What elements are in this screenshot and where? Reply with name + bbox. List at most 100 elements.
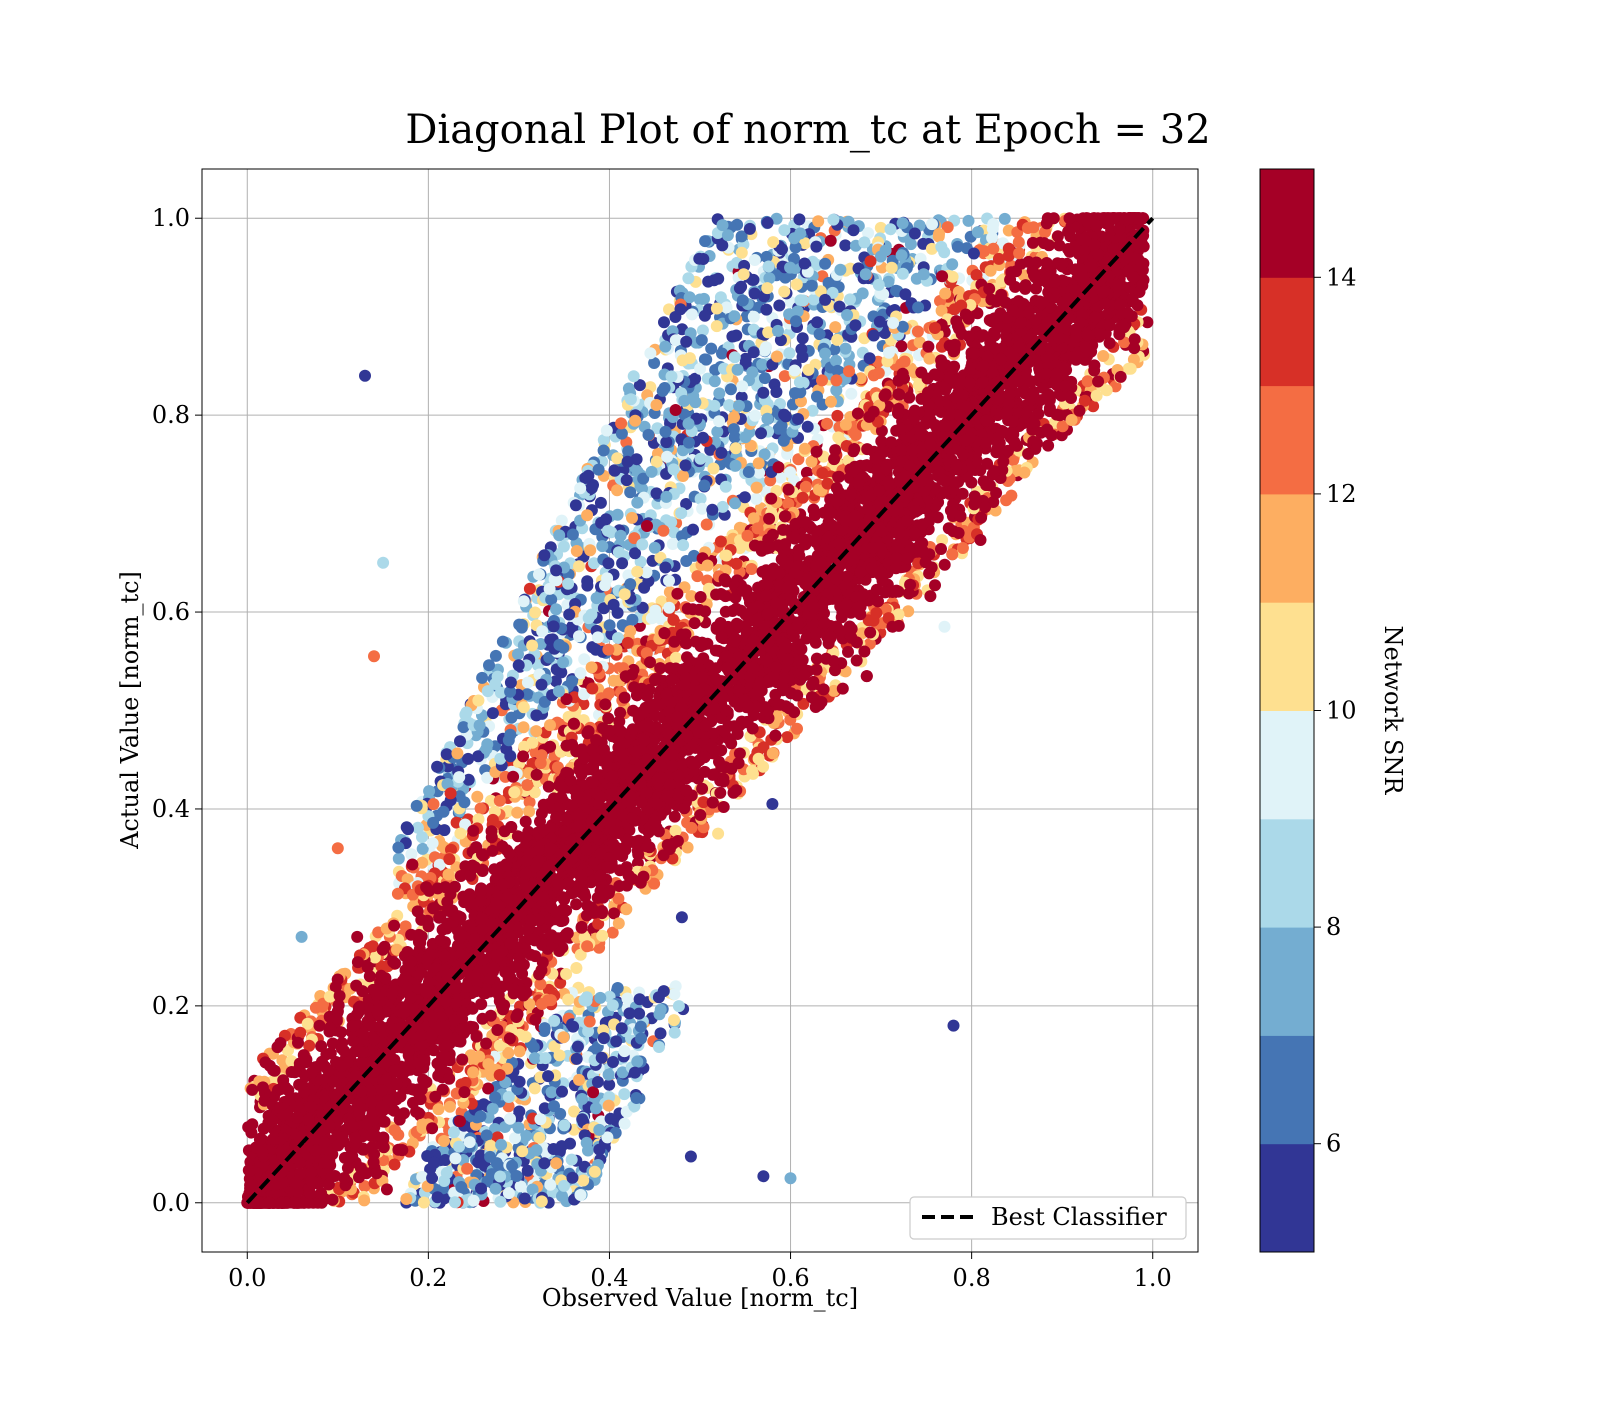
data-point [482, 1058, 494, 1070]
data-point [1082, 375, 1094, 387]
data-point [487, 814, 499, 826]
data-point [619, 1045, 631, 1057]
data-point [631, 566, 643, 578]
data-point [570, 962, 582, 974]
data-point [619, 1118, 631, 1130]
data-point [586, 609, 598, 621]
data-point [574, 482, 586, 494]
data-point [761, 413, 773, 425]
data-point [972, 226, 984, 238]
data-point [451, 747, 463, 759]
data-point [830, 355, 842, 367]
data-point [738, 268, 750, 280]
data-point [819, 348, 831, 360]
data-point [728, 411, 740, 423]
data-point [556, 1086, 568, 1098]
data-point [567, 1021, 579, 1033]
data-point [494, 753, 506, 765]
data-point [468, 1195, 480, 1207]
data-point [834, 264, 846, 276]
data-point [736, 380, 748, 392]
data-point [518, 721, 530, 733]
data-point [596, 930, 608, 942]
data-point [485, 1140, 497, 1152]
data-point [742, 530, 754, 542]
data-point [441, 748, 453, 760]
data-point [845, 388, 857, 400]
chart-title: Diagonal Plot of norm_tc at Epoch = 32 [405, 107, 1210, 153]
data-point [455, 1181, 467, 1193]
data-point [699, 235, 711, 247]
data-point [643, 429, 655, 441]
data-point [912, 301, 924, 313]
data-point [556, 1190, 568, 1202]
data-point [602, 644, 614, 656]
data-point [725, 383, 737, 395]
data-point [699, 310, 711, 322]
data-point [475, 1110, 487, 1122]
data-point [697, 432, 709, 444]
data-point [413, 1107, 425, 1119]
data-point [963, 215, 975, 227]
data-point [848, 224, 860, 236]
data-point [708, 463, 720, 475]
data-point [495, 1139, 507, 1151]
data-point [518, 701, 530, 713]
data-point [1000, 494, 1012, 506]
data-point [594, 992, 606, 1004]
data-point [592, 631, 604, 643]
data-point [1079, 395, 1091, 407]
data-point [752, 522, 764, 534]
data-point [558, 1119, 570, 1131]
data-point [999, 213, 1011, 225]
data-point [711, 320, 723, 332]
data-point [852, 408, 864, 420]
data-point [660, 426, 672, 438]
data-point [830, 374, 842, 386]
data-point [800, 481, 812, 493]
data-point [521, 779, 533, 791]
data-point [683, 418, 695, 430]
data-point [538, 1157, 550, 1169]
data-point [720, 550, 732, 562]
data-point [489, 1091, 501, 1103]
data-point [756, 359, 768, 371]
data-point [550, 603, 562, 615]
data-point [797, 492, 809, 504]
data-point [443, 869, 455, 881]
data-point [475, 803, 487, 815]
data-point [548, 1015, 560, 1027]
data-point [946, 548, 958, 560]
data-point [484, 1151, 496, 1163]
data-point [715, 447, 727, 459]
data-point [649, 605, 661, 617]
data-point [686, 308, 698, 320]
data-point [576, 922, 588, 934]
data-point [483, 659, 495, 671]
data-point [294, 1027, 306, 1039]
data-point [612, 982, 624, 994]
data-point [933, 228, 945, 240]
data-point [631, 497, 643, 509]
data-point [504, 1113, 516, 1125]
data-point [896, 249, 908, 261]
data-point [755, 427, 767, 439]
data-point [821, 418, 833, 430]
data-point [795, 294, 807, 306]
data-point [533, 1132, 545, 1144]
data-point [393, 853, 405, 865]
data-point [783, 484, 795, 496]
data-point [624, 625, 636, 637]
data-point [611, 452, 623, 464]
data-point [683, 437, 695, 449]
data-point [553, 529, 565, 541]
data-point [619, 588, 631, 600]
data-point [909, 228, 921, 240]
data-point [598, 445, 610, 457]
data-point [481, 743, 493, 755]
data-point [926, 218, 938, 230]
data-point [660, 436, 672, 448]
data-point [682, 272, 694, 284]
data-point [438, 1135, 450, 1147]
data-point [780, 410, 792, 422]
